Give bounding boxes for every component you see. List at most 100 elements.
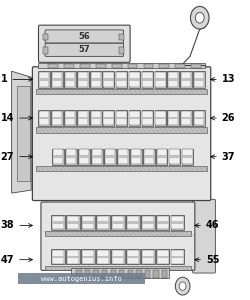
Bar (96, 249, 110, 264)
Text: 38: 38 (1, 220, 32, 230)
Bar (142, 71, 153, 88)
Bar (129, 110, 140, 126)
Bar (90, 111, 101, 125)
Bar (112, 221, 124, 224)
Bar (44, 231, 191, 236)
Bar (156, 249, 170, 264)
Bar (168, 110, 179, 126)
Text: 46: 46 (195, 220, 219, 230)
Bar (65, 111, 75, 125)
Bar (16, 86, 30, 181)
Bar (112, 256, 124, 258)
Bar (52, 221, 64, 224)
Bar (155, 117, 166, 119)
Bar (103, 110, 115, 126)
Bar (90, 117, 101, 119)
Bar (96, 64, 106, 68)
Bar (119, 270, 124, 278)
Bar (168, 111, 178, 125)
Bar (170, 149, 180, 164)
Bar (181, 111, 192, 125)
Bar (181, 78, 192, 81)
Bar (180, 71, 192, 88)
Bar (112, 64, 122, 68)
Bar (104, 117, 114, 119)
Bar (82, 250, 94, 263)
Bar (78, 148, 90, 165)
Bar (111, 249, 125, 264)
Bar (64, 71, 76, 88)
Bar (92, 149, 102, 164)
Bar (90, 72, 101, 87)
Bar (76, 270, 82, 278)
Bar (145, 270, 150, 278)
Bar (36, 166, 207, 171)
Bar (116, 78, 127, 81)
Bar (171, 215, 184, 230)
Bar (52, 117, 62, 119)
Bar (130, 149, 141, 164)
Bar (128, 64, 138, 68)
Bar (110, 270, 116, 278)
Bar (78, 78, 88, 81)
Bar (127, 250, 139, 263)
Bar (142, 72, 152, 87)
Bar (194, 117, 204, 119)
Bar (39, 72, 49, 87)
Text: www.autogenius.info: www.autogenius.info (41, 276, 122, 282)
FancyBboxPatch shape (41, 202, 195, 270)
Bar (65, 148, 77, 165)
Bar (82, 221, 94, 224)
Bar (111, 215, 125, 230)
Bar (143, 148, 154, 165)
Circle shape (195, 12, 204, 23)
Bar (52, 249, 65, 264)
Bar (182, 155, 193, 158)
Bar (142, 250, 154, 263)
Bar (156, 250, 169, 263)
Bar (52, 256, 64, 258)
Bar (154, 71, 166, 88)
Bar (116, 72, 127, 87)
Bar (118, 155, 128, 158)
Text: 55: 55 (195, 255, 219, 265)
Bar (160, 64, 169, 68)
Bar (130, 117, 140, 119)
Bar (67, 250, 79, 263)
Bar (38, 110, 50, 126)
Bar (90, 110, 102, 126)
Bar (44, 34, 48, 40)
Bar (142, 78, 152, 81)
Bar (51, 71, 63, 88)
Bar (105, 155, 115, 158)
Bar (66, 249, 80, 264)
Bar (90, 78, 101, 81)
Bar (39, 111, 49, 125)
Bar (172, 221, 183, 224)
Bar (182, 149, 193, 164)
Bar (67, 221, 79, 224)
Text: 47: 47 (1, 255, 32, 265)
Bar (105, 149, 115, 164)
Bar (168, 78, 178, 81)
Bar (130, 155, 141, 158)
Bar (156, 256, 169, 258)
Bar (97, 216, 109, 230)
Bar (172, 250, 183, 263)
Bar (39, 117, 49, 119)
Bar (116, 111, 127, 125)
Bar (194, 78, 204, 81)
Bar (116, 117, 127, 119)
Bar (194, 110, 205, 126)
Bar (104, 148, 116, 165)
Bar (53, 149, 63, 164)
Bar (162, 270, 167, 278)
Bar (130, 72, 140, 87)
Bar (82, 216, 94, 230)
Bar (154, 110, 166, 126)
Bar (39, 78, 49, 81)
Bar (172, 256, 183, 258)
Bar (96, 215, 110, 230)
Bar (181, 72, 192, 87)
Bar (97, 256, 109, 258)
